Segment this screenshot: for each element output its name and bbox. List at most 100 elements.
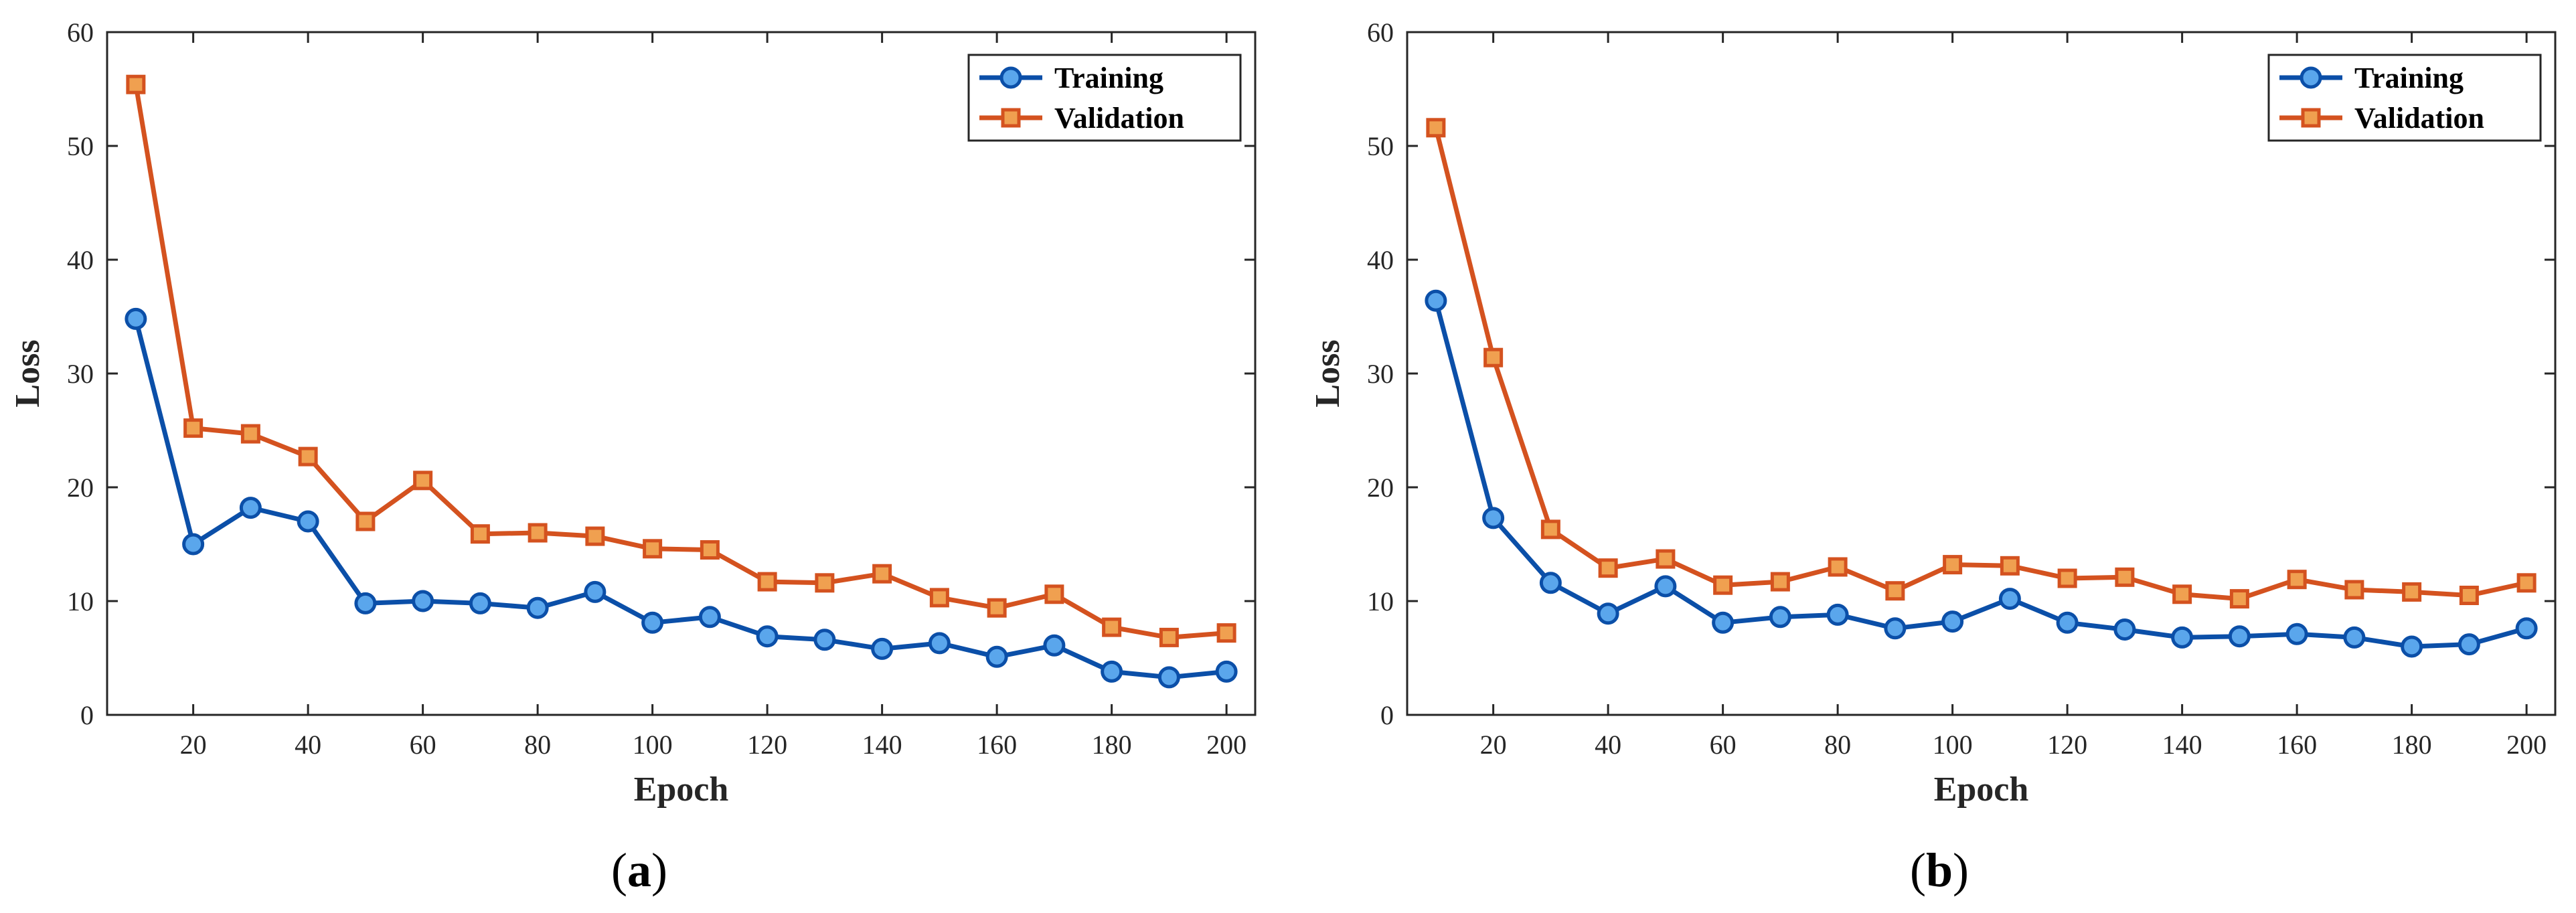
caption-letter: a: [627, 843, 651, 897]
data-point-validation: [1044, 584, 1064, 604]
legend-label: Training: [1054, 62, 1163, 94]
data-point-training: [1425, 289, 1447, 312]
x-tick-label: 200: [1206, 730, 1246, 760]
x-tick-label: 140: [862, 730, 902, 760]
caption-open-paren: (: [611, 843, 627, 897]
series-validation: [126, 74, 1236, 647]
x-tick-label: 120: [747, 730, 787, 760]
x-tick-label: 80: [1824, 730, 1851, 760]
legend-marker-square: [1001, 108, 1021, 128]
legend: Training Validation: [967, 54, 1242, 142]
data-point-validation: [2057, 568, 2077, 588]
data-point-validation: [470, 524, 490, 544]
data-point-validation: [1216, 623, 1236, 643]
data-point-training: [1539, 572, 1562, 594]
data-point-validation: [2516, 573, 2537, 593]
legend-label: Training: [2354, 62, 2464, 94]
data-point-validation: [815, 573, 835, 593]
legend-marker-circle: [2300, 66, 2322, 89]
data-point-validation: [2344, 580, 2364, 600]
data-point-training: [2171, 626, 2194, 649]
data-point-validation: [1426, 118, 1446, 138]
data-point-training: [1769, 606, 1791, 629]
y-tick-label: 40: [67, 245, 94, 275]
y-tick-label: 40: [1367, 245, 1394, 275]
data-point-training: [469, 592, 491, 614]
x-axis-title: Epoch: [1934, 770, 2029, 809]
data-point-validation: [1828, 557, 1848, 577]
panel-caption: (b): [1910, 843, 1969, 897]
legend-item-validation: Validation: [2279, 102, 2484, 135]
x-tick-label: 160: [977, 730, 1017, 760]
data-point-training: [2343, 626, 2366, 649]
series-validation: [1426, 118, 2537, 609]
data-point-training: [1597, 602, 1619, 625]
data-point-validation: [2402, 582, 2422, 602]
legend-item-training: Training: [2279, 62, 2464, 94]
data-point-validation: [240, 424, 260, 444]
y-tick-label: 0: [1380, 700, 1394, 730]
data-point-validation: [413, 471, 433, 491]
x-tick-label: 120: [2047, 730, 2087, 760]
data-point-training: [239, 497, 262, 519]
data-point-training: [985, 645, 1008, 668]
x-axis-title: Epoch: [634, 770, 729, 809]
x-tick-label: 60: [410, 730, 436, 760]
data-point-validation: [355, 511, 376, 531]
caption-letter: b: [1926, 843, 1953, 897]
data-point-training: [182, 533, 205, 556]
legend: Training Validation: [2267, 54, 2542, 142]
data-point-training: [2515, 617, 2538, 640]
data-point-validation: [1102, 617, 1122, 637]
data-point-training: [584, 580, 607, 603]
data-point-training: [354, 592, 377, 614]
data-point-training: [2228, 625, 2251, 648]
y-tick-label: 60: [1367, 17, 1394, 48]
data-point-training: [1884, 617, 1907, 640]
y-tick-label: 20: [67, 473, 94, 503]
data-point-training: [1654, 575, 1677, 598]
caption-close-paren: ): [1953, 843, 1969, 897]
data-point-validation: [1713, 575, 1733, 595]
y-axis-title: Loss: [9, 339, 47, 407]
data-point-training: [871, 637, 894, 660]
y-tick-label: 10: [67, 586, 94, 616]
data-point-training: [2113, 618, 2136, 641]
chart-panel-b: 20 40 60 80 100 120 140 160 180 200 0 10 20 30 40 50 60 E…: [1309, 17, 2557, 897]
data-point-validation: [1943, 555, 1963, 575]
data-point-validation: [2115, 567, 2135, 587]
data-point-training: [1043, 634, 1066, 657]
data-point-training: [1826, 603, 1849, 626]
data-point-validation: [2229, 589, 2249, 609]
data-point-training: [756, 625, 779, 648]
data-point-training: [698, 606, 721, 629]
data-point-validation: [643, 539, 663, 559]
x-tick-label: 180: [2392, 730, 2432, 760]
legend-marker-circle: [999, 66, 1022, 89]
x-tick-label: 20: [180, 730, 207, 760]
data-point-validation: [1159, 627, 1179, 647]
y-tick-label: 30: [67, 359, 94, 389]
data-point-training: [1157, 666, 1180, 689]
data-point-training: [2458, 633, 2480, 656]
data-point-training: [813, 629, 836, 651]
data-point-training: [1482, 507, 1505, 529]
data-point-validation: [2000, 556, 2020, 576]
legend-label: Validation: [1054, 102, 1184, 135]
panel-caption: (a): [611, 843, 667, 897]
y-tick-label: 10: [1367, 586, 1394, 616]
x-tick-label: 140: [2162, 730, 2202, 760]
y-tick-label: 60: [67, 17, 94, 48]
data-point-validation: [585, 526, 605, 546]
legend-marker-square: [2301, 108, 2321, 128]
legend-item-training: Training: [979, 62, 1163, 94]
x-tick-label: 100: [633, 730, 673, 760]
data-point-training: [2056, 611, 2079, 634]
data-point-training: [2401, 635, 2423, 658]
y-tick-label: 50: [1367, 131, 1394, 161]
x-tick-label: 40: [295, 730, 321, 760]
data-point-validation: [126, 74, 146, 94]
series-training: [1425, 289, 2538, 658]
y-tick-label: 0: [80, 700, 94, 730]
